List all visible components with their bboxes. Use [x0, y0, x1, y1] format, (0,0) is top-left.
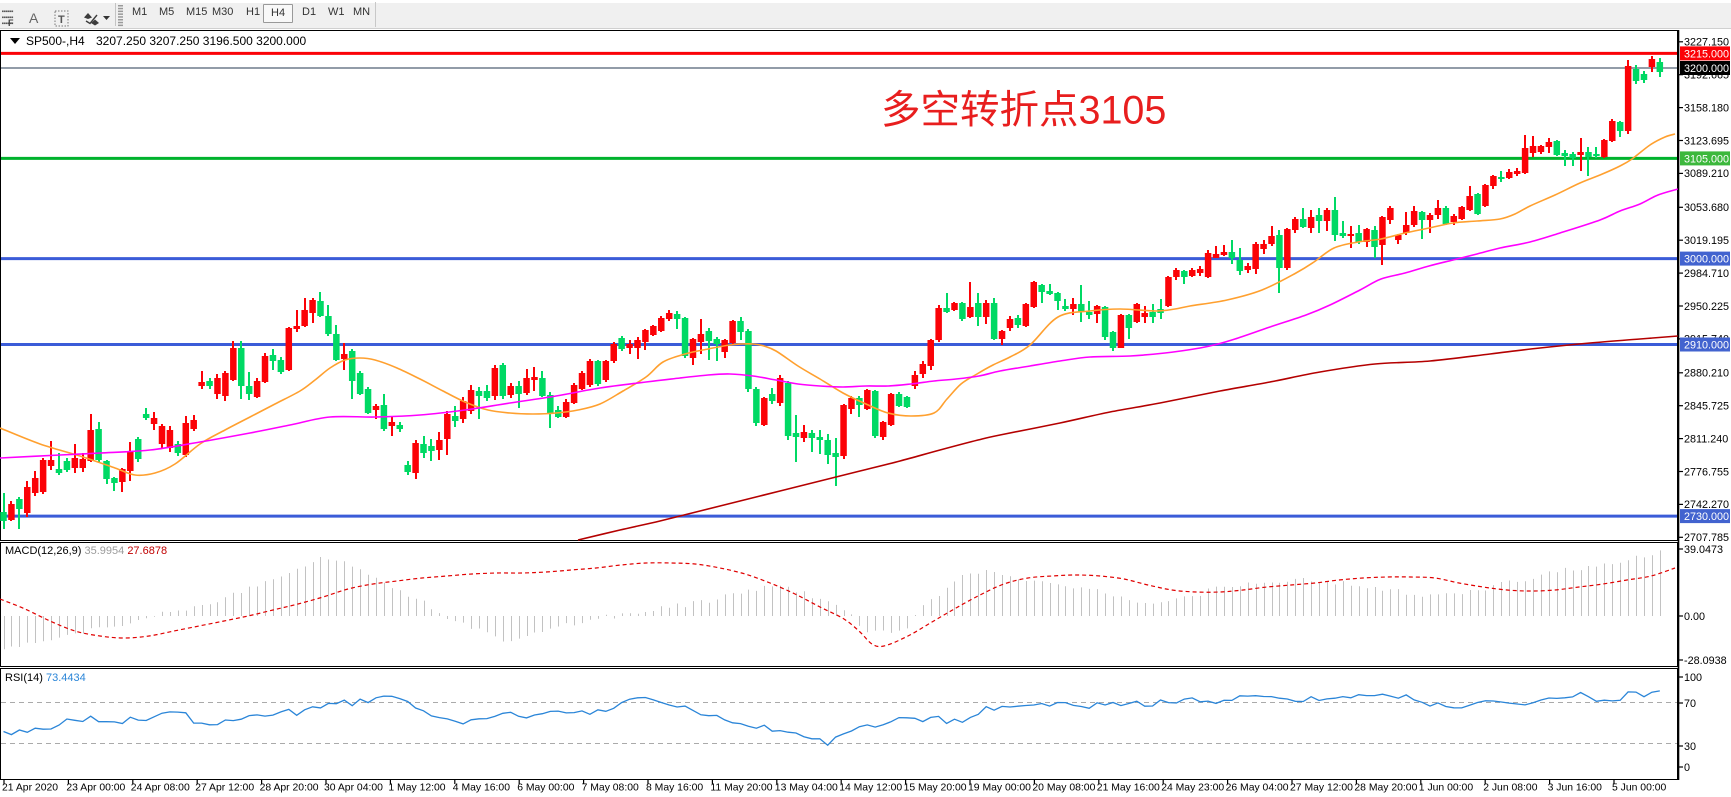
- svg-text:1 May 12:00: 1 May 12:00: [388, 783, 445, 794]
- svg-text:5 Jun 00:00: 5 Jun 00:00: [1612, 783, 1667, 794]
- svg-text:T: T: [58, 14, 65, 26]
- svg-text:4 May 16:00: 4 May 16:00: [453, 783, 510, 794]
- svg-text:20 May 08:00: 20 May 08:00: [1032, 783, 1095, 794]
- svg-text:26 May 04:00: 26 May 04:00: [1226, 783, 1289, 794]
- svg-text:2730.000: 2730.000: [1684, 511, 1729, 523]
- svg-text:8 May 16:00: 8 May 16:00: [646, 783, 703, 794]
- svg-text:SP500-,H4: SP500-,H4: [26, 34, 85, 48]
- svg-text:3200.000: 3200.000: [1684, 63, 1729, 75]
- svg-text:7 May 08:00: 7 May 08:00: [582, 783, 639, 794]
- svg-text:70: 70: [1684, 698, 1696, 710]
- svg-text:15 May 20:00: 15 May 20:00: [904, 783, 967, 794]
- svg-text:13 May 04:00: 13 May 04:00: [775, 783, 838, 794]
- svg-text:2910.000: 2910.000: [1684, 340, 1729, 352]
- svg-text:A: A: [29, 10, 39, 26]
- svg-text:RSI(14) 73.4434: RSI(14) 73.4434: [5, 672, 86, 684]
- svg-text:3207.250 3207.250 3196.500 320: 3207.250 3207.250 3196.500 3200.000: [96, 34, 307, 48]
- svg-text:30: 30: [1684, 741, 1696, 753]
- svg-text:11 May 20:00: 11 May 20:00: [710, 783, 772, 794]
- svg-text:28 May 20:00: 28 May 20:00: [1354, 783, 1417, 794]
- svg-text:21 May 16:00: 21 May 16:00: [1097, 783, 1160, 794]
- svg-text:3158.180: 3158.180: [1684, 102, 1729, 114]
- svg-text:3105.000: 3105.000: [1684, 153, 1729, 165]
- svg-text:2 Jun 08:00: 2 Jun 08:00: [1483, 783, 1538, 794]
- svg-text:0: 0: [1684, 762, 1690, 774]
- svg-text:3227.150: 3227.150: [1684, 37, 1729, 49]
- svg-text:2742.270: 2742.270: [1684, 499, 1729, 511]
- svg-text:3000.000: 3000.000: [1684, 254, 1729, 266]
- svg-text:28 Apr 20:00: 28 Apr 20:00: [260, 783, 319, 794]
- svg-text:3 Jun 16:00: 3 Jun 16:00: [1548, 783, 1603, 794]
- svg-text:3089.210: 3089.210: [1684, 168, 1729, 180]
- svg-text:2811.240: 2811.240: [1684, 433, 1728, 445]
- svg-text:39.0473: 39.0473: [1684, 544, 1723, 556]
- svg-text:2880.210: 2880.210: [1684, 368, 1729, 380]
- svg-text:2950.225: 2950.225: [1684, 301, 1729, 313]
- svg-text:27 Apr 12:00: 27 Apr 12:00: [195, 783, 254, 794]
- svg-text:0.00: 0.00: [1684, 611, 1705, 623]
- svg-text:3215.000: 3215.000: [1684, 48, 1729, 60]
- svg-text:3019.195: 3019.195: [1684, 235, 1729, 247]
- svg-text:2776.755: 2776.755: [1684, 466, 1729, 478]
- svg-text:2707.785: 2707.785: [1684, 532, 1729, 544]
- svg-text:6 May 00:00: 6 May 00:00: [517, 783, 574, 794]
- svg-text:19 May 00:00: 19 May 00:00: [968, 783, 1031, 794]
- svg-text:27 May 12:00: 27 May 12:00: [1290, 783, 1353, 794]
- svg-text:23 Apr 00:00: 23 Apr 00:00: [66, 783, 125, 794]
- svg-text:多空转折点3105: 多空转折点3105: [881, 89, 1166, 133]
- svg-text:21 Apr 2020: 21 Apr 2020: [2, 783, 58, 794]
- svg-text:1 Jun 00:00: 1 Jun 00:00: [1419, 783, 1474, 794]
- svg-text:F: F: [8, 18, 14, 28]
- svg-text:-28.0938: -28.0938: [1684, 655, 1727, 667]
- svg-text:2845.725: 2845.725: [1684, 401, 1729, 413]
- svg-text:3053.680: 3053.680: [1684, 202, 1729, 214]
- svg-text:24 May 23:00: 24 May 23:00: [1161, 783, 1224, 794]
- svg-text:3123.695: 3123.695: [1684, 135, 1729, 147]
- svg-text:MACD(12,26,9) 35.9954 27.6878: MACD(12,26,9) 35.9954 27.6878: [5, 545, 167, 557]
- svg-text:30 Apr 04:00: 30 Apr 04:00: [324, 783, 383, 794]
- svg-text:100: 100: [1684, 672, 1702, 684]
- svg-text:14 May 12:00: 14 May 12:00: [839, 783, 902, 794]
- svg-text:2984.710: 2984.710: [1684, 268, 1729, 280]
- svg-text:24 Apr 08:00: 24 Apr 08:00: [131, 783, 190, 794]
